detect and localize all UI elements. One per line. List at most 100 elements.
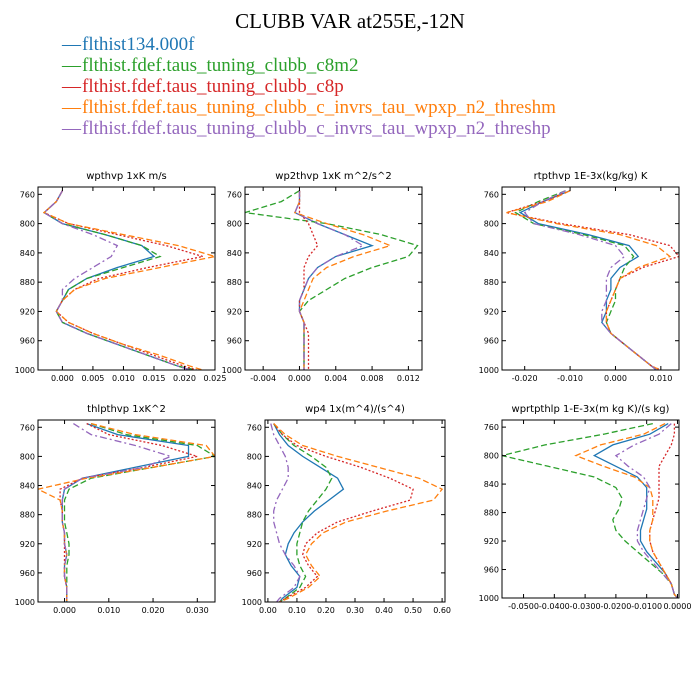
series-line [518, 190, 657, 370]
legend-label: flthist134.000f [82, 34, 195, 55]
y-tick-label: 760 [20, 423, 35, 432]
y-tick-label: 1000 [242, 598, 262, 607]
y-tick-label: 920 [484, 307, 499, 316]
x-tick-label: 0.50 [404, 606, 422, 615]
series-line [43, 190, 191, 370]
y-tick-label: 920 [20, 540, 35, 549]
legend-label: flthist.fdef.taus_tuning_clubb_c_invrs_t… [82, 97, 556, 118]
panel-title: rtpthvp 1E-3x(kg/kg) K [534, 171, 648, 182]
x-tick-label: -0.0200 [600, 602, 631, 611]
y-tick-label: 960 [247, 569, 262, 578]
legend-entry: —flthist.fdef.taus_tuning_clubb_c8p [62, 76, 344, 97]
y-tick-label: 840 [484, 249, 499, 258]
legend-entry: —flthist.fdef.taus_tuning_clubb_c_invrs_… [62, 97, 556, 118]
x-tick-label: 0.000 [604, 374, 627, 383]
series-line [294, 190, 393, 370]
y-tick-label: 760 [484, 190, 499, 199]
y-tick-label: 880 [227, 278, 242, 287]
y-tick-label: 760 [227, 190, 242, 199]
y-tick-label: 920 [247, 540, 262, 549]
x-tick-label: 0.010 [649, 374, 672, 383]
y-tick-label: 1000 [222, 366, 242, 375]
x-tick-label: -0.0100 [631, 602, 662, 611]
series-line [63, 422, 215, 602]
legend: —flthist134.000f —flthist.fdef.taus_tuni… [62, 34, 556, 139]
plot-frame [264, 419, 446, 603]
series-line [42, 190, 215, 370]
y-tick-label: 800 [484, 220, 499, 229]
figure-title: CLUBB VAR at255E,-12N [235, 9, 465, 33]
y-tick-label: 760 [247, 423, 262, 432]
series-line [649, 423, 678, 598]
x-tick-label: 0.00 [259, 606, 277, 615]
legend-entry: —flthist134.000f [62, 34, 195, 55]
series-line [273, 423, 333, 602]
x-tick-label: 0.030 [186, 606, 209, 615]
x-tick-label: 0.000 [51, 374, 74, 383]
plot-frame [37, 419, 216, 603]
legend-entry: —flthist.fdef.taus_tuning_clubb_c_invrs_… [62, 118, 551, 139]
profile-panel: thlpthvp 1xK^2 760 800 840 880 920 960 1000 0.00… [15, 404, 216, 615]
x-tick-label: 0.025 [204, 374, 227, 383]
y-tick-label: 880 [247, 511, 262, 520]
series-line [574, 423, 678, 598]
profile-panel: wprtpthlp 1-E-3x(m kg K)/(s kg) 760 800 840… [479, 404, 692, 611]
x-tick-label: 0.020 [142, 606, 165, 615]
series-line [273, 423, 414, 602]
y-tick-label: 880 [484, 278, 499, 287]
legend-entry: —flthist.fdef.taus_tuning_clubb_c8m2 [62, 55, 359, 76]
y-tick-label: 800 [484, 452, 499, 461]
plot-frame [501, 419, 680, 599]
series-line [294, 190, 365, 370]
y-tick-label: 1000 [479, 594, 499, 603]
y-tick-label: 760 [484, 423, 499, 432]
y-tick-label: 840 [20, 249, 35, 258]
y-tick-label: 960 [20, 569, 35, 578]
profile-panel: rtpthvp 1E-3x(kg/kg) K 760 800 840 880 920 960… [479, 171, 680, 383]
x-tick-label: -0.0400 [539, 602, 570, 611]
x-tick-label: -0.010 [557, 374, 583, 383]
series-line [61, 422, 190, 602]
series-line [270, 423, 301, 602]
x-tick-label: -0.0500 [508, 602, 539, 611]
y-tick-label: 920 [227, 307, 242, 316]
series-line [298, 190, 319, 370]
x-tick-label: 0.0000 [663, 602, 691, 611]
y-tick-label: 880 [20, 511, 35, 520]
legend-label: flthist.fdef.taus_tuning_clubb_c_invrs_t… [82, 118, 551, 139]
series-line [59, 423, 198, 602]
x-tick-label: 0.012 [397, 374, 420, 383]
x-tick-label: -0.0300 [570, 602, 601, 611]
panel-title: wpthvp 1xK m/s [86, 171, 167, 182]
x-tick-label: 0.010 [112, 374, 135, 383]
y-tick-label: 920 [20, 307, 35, 316]
x-tick-label: 0.10 [288, 606, 306, 615]
series-line [514, 190, 657, 370]
y-tick-label: 760 [20, 190, 35, 199]
x-tick-label: 0.20 [317, 606, 335, 615]
series-line [506, 190, 672, 370]
y-tick-label: 960 [20, 337, 35, 346]
x-tick-label: 0.40 [375, 606, 393, 615]
x-tick-label: 0.008 [361, 374, 384, 383]
series-line [523, 190, 657, 370]
y-tick-label: 840 [227, 249, 242, 258]
x-tick-label: -0.020 [512, 374, 538, 383]
panel-title: wp4 1x(m^4)/(s^4) [305, 404, 405, 415]
x-tick-label: 0.000 [288, 374, 311, 383]
plot-frame [37, 186, 216, 371]
y-tick-label: 1000 [15, 366, 35, 375]
y-tick-label: 960 [484, 337, 499, 346]
y-tick-label: 840 [484, 480, 499, 489]
plot-frame [501, 186, 680, 371]
x-tick-label: 0.004 [324, 374, 347, 383]
y-tick-label: 1000 [479, 366, 499, 375]
x-tick-label: 0.005 [81, 374, 104, 383]
x-tick-label: 0.000 [53, 606, 76, 615]
y-tick-label: 800 [20, 452, 35, 461]
profile-panel: wp2thvp 1xK m^2/s^2 760 800 840 880 920 960 100… [222, 171, 423, 383]
profile-panel: wpthvp 1xK m/s 760 800 840 880 920 960 1000 0.00… [15, 171, 227, 383]
panel-title: wprtpthlp 1-E-3x(m kg K)/(s kg) [512, 404, 670, 415]
series-line [273, 423, 444, 602]
